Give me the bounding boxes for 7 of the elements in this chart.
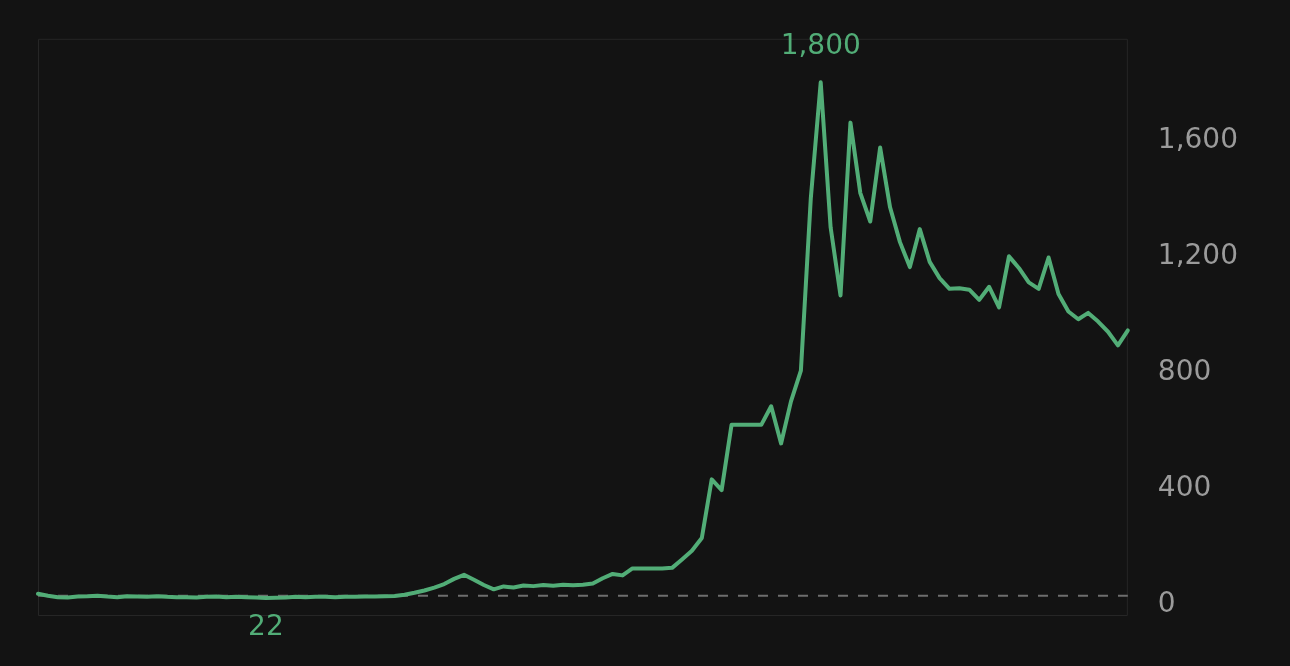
data-label: 22: [248, 609, 284, 643]
y-tick-label: 1,200: [1157, 237, 1239, 271]
data-label: 1,800: [780, 27, 861, 61]
y-tick-label: 400: [1157, 469, 1212, 503]
y-tick-label: 800: [1157, 353, 1212, 387]
y-tick-label: 0: [1157, 585, 1176, 619]
y-tick-label: 1,600: [1157, 121, 1239, 155]
